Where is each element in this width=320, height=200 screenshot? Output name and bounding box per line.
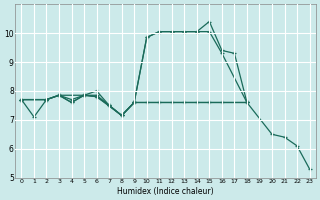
X-axis label: Humidex (Indice chaleur): Humidex (Indice chaleur)	[117, 187, 214, 196]
